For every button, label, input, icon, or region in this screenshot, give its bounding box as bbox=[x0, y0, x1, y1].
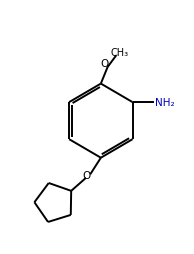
Text: CH₃: CH₃ bbox=[110, 48, 128, 58]
Text: NH₂: NH₂ bbox=[155, 98, 174, 108]
Text: O: O bbox=[100, 59, 109, 69]
Text: O: O bbox=[83, 171, 91, 181]
